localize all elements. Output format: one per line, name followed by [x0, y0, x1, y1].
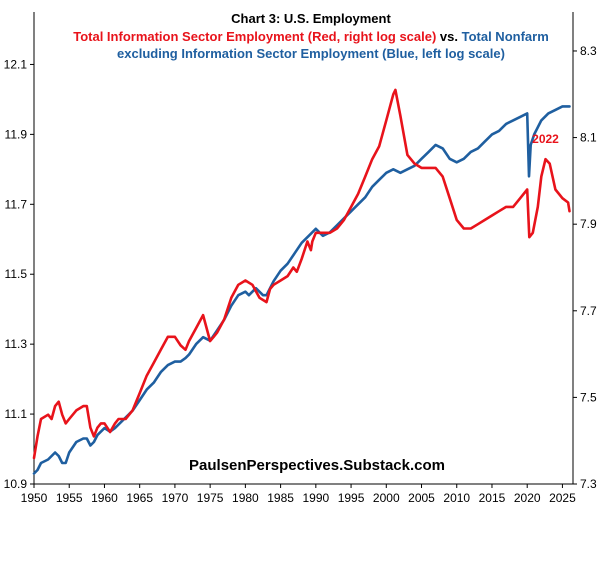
left-tick-label: 11.5: [5, 267, 28, 281]
chart-subtitle-line2: excluding Information Sector Employment …: [117, 46, 505, 61]
annotations: 2022 PaulsenPerspectives.Substack.com: [189, 132, 559, 474]
chart-title: Chart 3: U.S. Employment: [231, 11, 391, 26]
annotation-2022: 2022: [532, 132, 559, 146]
right-tick-label: 8.3: [580, 44, 597, 58]
x-tick-label: 1955: [56, 491, 83, 505]
x-tick-label: 2000: [373, 491, 400, 505]
right-axis-ticks: 7.3 7.5 7.7 7.9 8.1 8.3: [573, 44, 597, 491]
watermark-source: PaulsenPerspectives.Substack.com: [189, 457, 445, 474]
left-tick-label: 11.1: [5, 407, 28, 421]
right-tick-label: 7.9: [580, 217, 597, 231]
axes: [33, 12, 574, 485]
subtitle-part-vs: vs.: [436, 29, 461, 44]
x-axis-ticks: 1950 1955 1960 1965 1970 1975 1980 1985 1990 1995…: [21, 484, 576, 505]
x-tick-label: 1985: [267, 491, 294, 505]
series-line-nonfarm-blue: [32, 105, 571, 475]
x-tick-label: 2010: [443, 491, 470, 505]
left-tick-label: 10.9: [4, 477, 28, 491]
chart-subtitle-line1: Total Information Sector Employment (Red…: [73, 29, 549, 44]
left-tick-label: 11.3: [5, 337, 28, 351]
right-tick-label: 7.7: [580, 304, 597, 318]
x-tick-label: 1980: [232, 491, 259, 505]
x-tick-label: 2015: [479, 491, 506, 505]
right-tick-label: 7.3: [580, 477, 597, 491]
x-tick-label: 1950: [21, 491, 48, 505]
subtitle-part-blue: Total Nonfarm: [462, 29, 549, 44]
subtitle-part-red: Total Information Sector Employment (Red…: [73, 29, 436, 44]
left-axis-ticks: 10.9 11.1 11.3 11.5 11.7 11.9 12.1: [4, 57, 34, 491]
x-tick-label: 2025: [549, 491, 576, 505]
x-tick-label: 1990: [302, 491, 329, 505]
x-tick-label: 1995: [338, 491, 365, 505]
left-tick-label: 12.1: [4, 57, 28, 71]
x-tick-label: 2005: [408, 491, 435, 505]
x-tick-label: 1965: [126, 491, 153, 505]
right-tick-label: 8.1: [580, 131, 597, 145]
x-tick-label: 1970: [162, 491, 189, 505]
x-tick-label: 2020: [514, 491, 541, 505]
series-line-information-red: [32, 88, 571, 460]
x-tick-label: 1975: [197, 491, 224, 505]
series-layer: [32, 88, 571, 475]
x-tick-label: 1960: [91, 491, 118, 505]
left-tick-label: 11.9: [5, 127, 28, 141]
right-tick-label: 7.5: [580, 390, 597, 404]
left-tick-label: 11.7: [5, 197, 28, 211]
